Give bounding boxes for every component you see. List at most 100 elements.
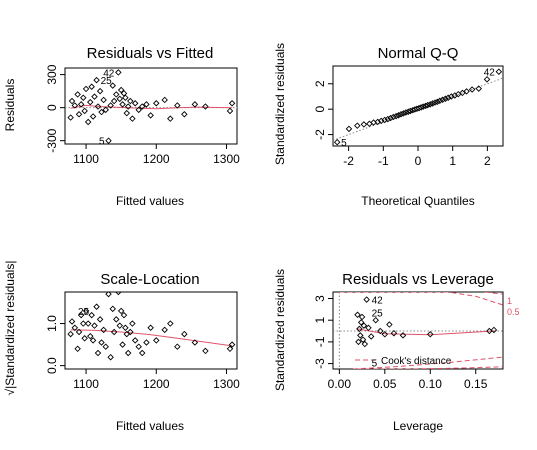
x-tick-label: 1200 <box>143 152 170 166</box>
data-point <box>359 336 367 343</box>
data-point <box>84 118 92 126</box>
data-point <box>333 138 341 146</box>
cooks-distance-contour <box>357 366 503 369</box>
data-point <box>96 316 104 323</box>
x-tick-label: 1100 <box>73 152 99 166</box>
x-tick-label: -2 <box>343 154 354 168</box>
data-point <box>91 322 98 329</box>
panel2-title: Normal Q-Q <box>378 45 459 62</box>
data-point <box>181 111 188 118</box>
cooks-distance-contour <box>352 356 503 369</box>
y-tick-label: -3 <box>313 358 327 369</box>
x-tick-label: 0.15 <box>464 377 488 391</box>
data-point <box>91 93 98 100</box>
outlier-label: 42 <box>103 68 115 79</box>
data-point <box>129 320 136 327</box>
data-point <box>81 107 88 115</box>
panel4-title: Residuals vs Leverage <box>342 271 494 288</box>
data-point <box>77 311 85 319</box>
x-tick-label: 0.05 <box>373 377 397 391</box>
data-point <box>138 103 146 110</box>
cooks-level-label: 1 <box>507 296 512 306</box>
cooks-level-label: 0.5 <box>507 307 520 317</box>
y-tick-label: -2 <box>313 129 327 140</box>
data-point <box>381 331 389 338</box>
outlier-label: 42 <box>372 296 384 307</box>
panel2-xlabel: Theoretical Quantiles <box>361 194 474 208</box>
data-point <box>109 305 116 313</box>
data-point <box>174 343 181 350</box>
data-point <box>67 114 74 121</box>
data-point <box>113 316 120 323</box>
outlier-label: 5 <box>372 358 378 369</box>
data-point <box>147 324 154 332</box>
data-point <box>113 91 120 98</box>
data-point <box>468 86 476 93</box>
data-point <box>84 320 92 327</box>
panel3-plot: 1100 1200 1300 0.0 1.0 25 <box>45 292 240 391</box>
data-point <box>363 296 370 303</box>
data-point <box>87 98 94 106</box>
data-point <box>143 339 150 346</box>
data-point <box>81 335 88 342</box>
data-point <box>93 303 100 310</box>
y-tick-label: 2 <box>313 80 327 87</box>
data-point <box>424 101 431 109</box>
data-point <box>82 85 90 93</box>
data-point <box>127 97 134 105</box>
smoother-line <box>70 104 233 110</box>
data-point <box>93 76 100 84</box>
data-point <box>96 87 104 95</box>
data-point <box>161 326 168 334</box>
panel2-data-area <box>333 68 503 146</box>
data-point <box>357 332 364 339</box>
data-point <box>71 102 79 109</box>
data-point <box>98 108 105 116</box>
data-point <box>490 326 498 334</box>
data-point <box>71 324 79 332</box>
data-point <box>417 104 425 111</box>
data-point <box>419 103 427 110</box>
data-point <box>400 110 407 117</box>
data-point <box>397 111 405 118</box>
qq-reference-line <box>333 77 503 141</box>
x-tick-label: 2 <box>484 154 491 168</box>
panel1-ylabel: Residuals <box>3 79 17 132</box>
y-tick-label: 1.0 <box>45 315 59 332</box>
data-point <box>377 327 384 335</box>
data-point <box>427 331 434 338</box>
panel3-data-area <box>67 292 236 361</box>
x-tick-label: 1200 <box>143 377 170 391</box>
data-point <box>127 328 134 336</box>
data-point <box>115 292 122 296</box>
data-point <box>124 103 132 110</box>
data-point <box>356 325 363 333</box>
outlier-label: 5 <box>341 138 347 149</box>
data-point <box>377 117 385 125</box>
data-point <box>407 107 414 115</box>
data-point <box>116 322 123 329</box>
panel-normal-qq: Normal Q-Q Theoretical Quantiles Standar… <box>273 43 504 208</box>
data-point <box>68 97 76 105</box>
outlier-label: 25 <box>372 309 384 320</box>
data-point <box>89 337 97 344</box>
y-tick-label: 3 <box>313 295 327 302</box>
panel3-ylabel: √|Standardized residuals| <box>3 261 17 396</box>
x-tick-label: 0.10 <box>419 377 443 391</box>
data-point <box>75 111 83 118</box>
panel4-ylabel: Standardized residuals <box>273 269 287 391</box>
panel4-xlabel: Leverage <box>393 419 443 433</box>
data-point <box>82 307 90 315</box>
data-point <box>122 94 129 101</box>
data-point <box>431 99 439 106</box>
data-point <box>360 121 368 128</box>
data-point <box>77 101 85 108</box>
data-point <box>80 94 87 101</box>
outlier-label: 42 <box>484 68 496 79</box>
panel-residuals-vs-leverage: Residuals vs Leverage Leverage Standardi… <box>273 269 520 433</box>
data-point <box>422 102 429 110</box>
panel1-frame <box>64 67 238 145</box>
data-point <box>116 95 123 103</box>
data-point <box>191 101 199 108</box>
